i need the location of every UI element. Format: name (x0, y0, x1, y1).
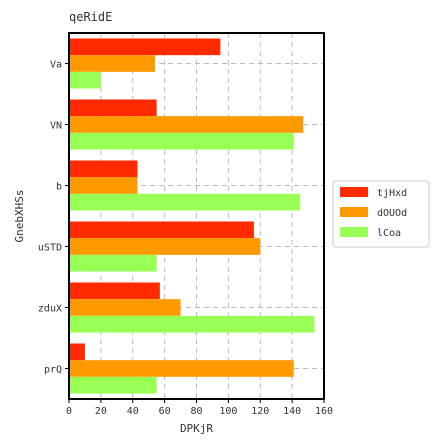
x-tick-label: 100 (219, 406, 237, 417)
x-axis-label: DPKjR (180, 422, 213, 435)
bar-tjHxd-prQ (69, 343, 85, 361)
legend-swatch (340, 187, 368, 197)
bar-tjHxd-VN (69, 99, 157, 117)
x-tick-label: 40 (127, 406, 139, 417)
legend: tjHxd dOUOd lCoa (332, 180, 430, 248)
bar-lCoa-b (69, 193, 301, 211)
bar-tjHxd-uSTD (69, 221, 254, 239)
y-tick-label: uSTD (38, 243, 62, 254)
y-tick-label: b (56, 182, 62, 193)
chart-title: qeRidE (69, 10, 112, 24)
bar-lCoa-zduX (69, 315, 315, 333)
x-tick-label: 120 (251, 406, 269, 417)
y-tick-label: prQ (44, 365, 62, 376)
y-tick-label: zduX (38, 304, 62, 315)
legend-label: dOUOd (377, 208, 407, 219)
y-tick-label: VN (50, 121, 62, 132)
bar-dOUOd-uSTD (69, 238, 261, 255)
x-axis-ticks: 0 20 40 60 80 100 120 140 160 (66, 399, 333, 417)
y-axis-ticks: Va VN b uSTD zduX prQ (38, 60, 69, 376)
bar-lCoa-uSTD (69, 254, 157, 272)
bar-dOUOd-b (69, 177, 138, 194)
legend-items: tjHxd dOUOd lCoa (340, 187, 407, 239)
x-tick-label: 80 (190, 406, 202, 417)
x-tick-label: 160 (315, 406, 333, 417)
bar-tjHxd-Va (69, 38, 221, 56)
bar-tjHxd-b (69, 160, 138, 178)
bar-lCoa-prQ (69, 376, 157, 394)
bar-dOUOd-Va (69, 55, 156, 72)
legend-label: tjHxd (377, 188, 407, 199)
bar-tjHxd-zduX (69, 282, 160, 300)
bar-dOUOd-VN (69, 116, 304, 133)
x-tick-label: 20 (95, 406, 107, 417)
bars (69, 38, 315, 394)
bar-dOUOd-prQ (69, 360, 294, 377)
y-axis-label: GnebXHSs (13, 190, 26, 243)
x-tick-label: 60 (159, 406, 171, 417)
x-tick-label: 140 (283, 406, 301, 417)
x-tick-label: 0 (66, 406, 72, 417)
legend-swatch (340, 227, 368, 237)
grid-lines (68, 33, 325, 399)
bar-dOUOd-zduX (69, 299, 181, 316)
bar-lCoa-Va (69, 71, 101, 89)
bar-lCoa-VN (69, 132, 294, 150)
legend-label: lCoa (377, 228, 401, 239)
y-tick-label: Va (50, 60, 62, 71)
legend-swatch (340, 207, 368, 217)
